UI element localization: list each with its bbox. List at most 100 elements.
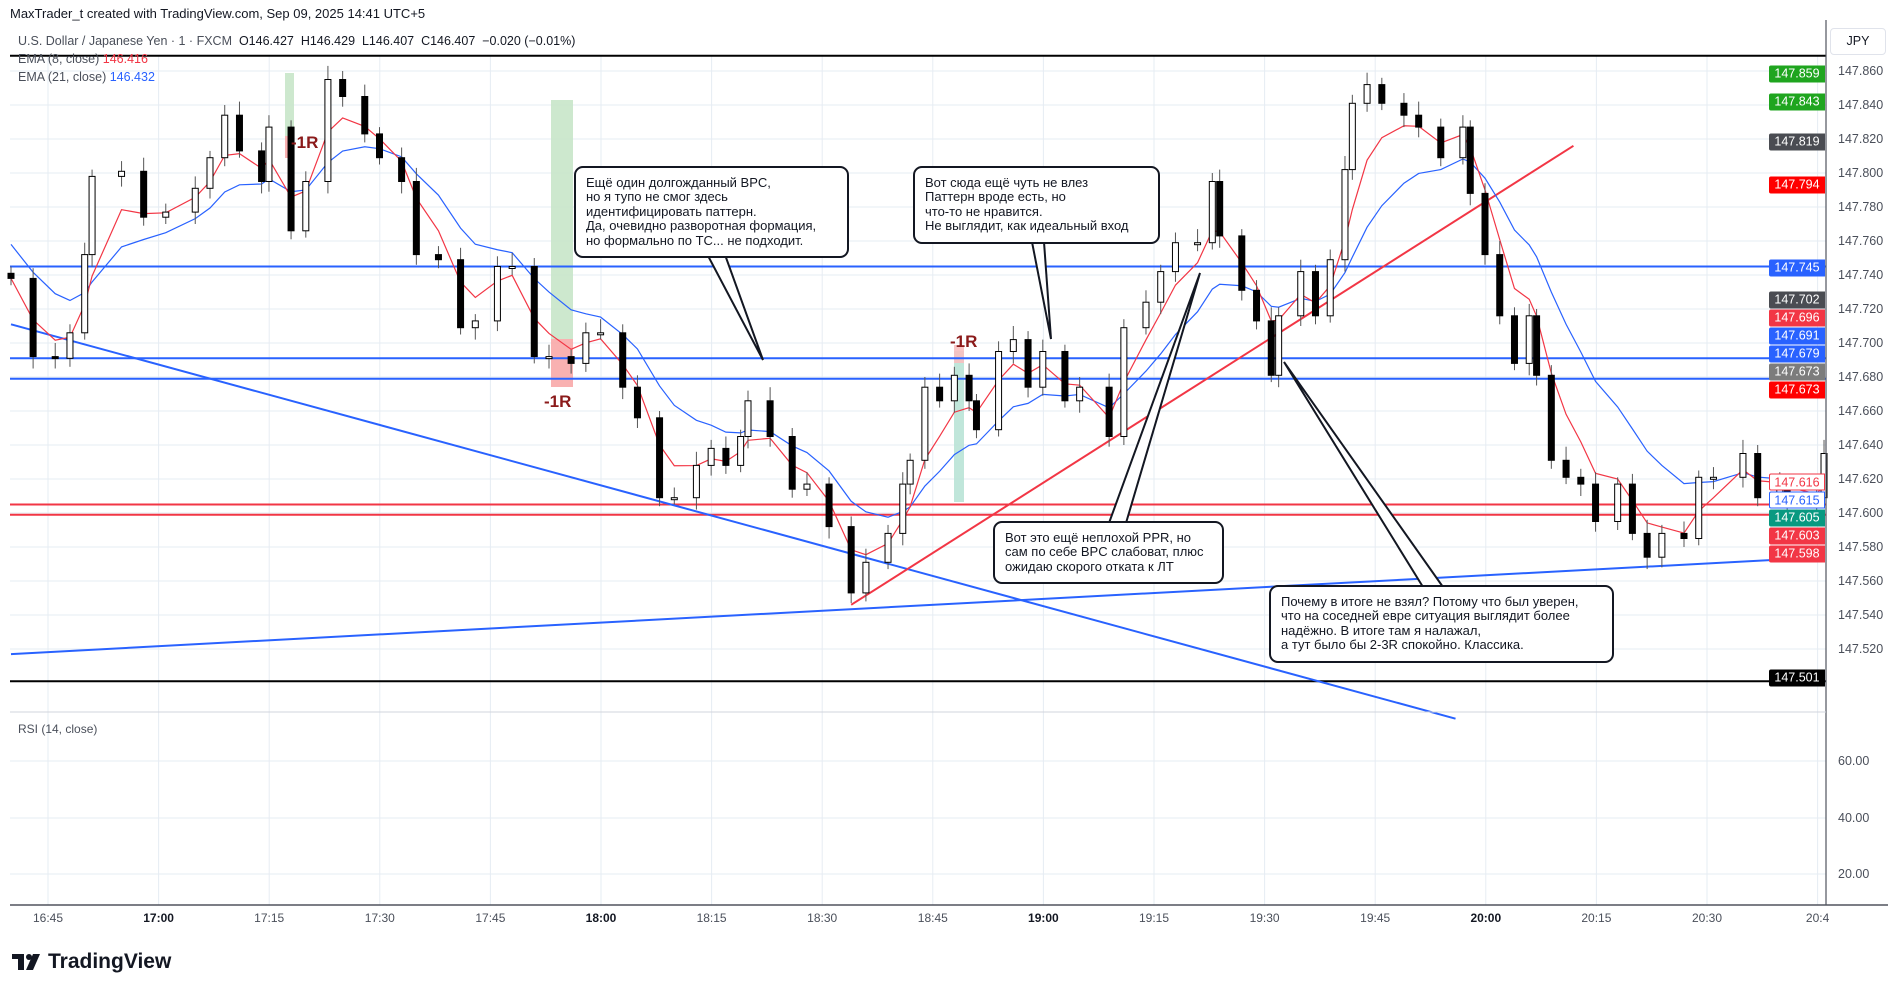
candle-up: [950, 374, 958, 402]
time-tick-label: 19:45: [1360, 911, 1391, 925]
candle-down: [825, 483, 833, 528]
ema8-line: [10, 117, 1825, 556]
price-tick-label: 147.820: [1838, 132, 1884, 146]
candle-up: [324, 79, 332, 182]
ohlc-low: L146.407: [361, 34, 415, 48]
position-zone: [954, 345, 964, 363]
candle-up: [899, 483, 907, 534]
price-tick-label: 147.540: [1838, 608, 1884, 622]
candle-down: [412, 181, 420, 256]
candle-down: [965, 374, 973, 402]
candle-up: [1157, 271, 1165, 303]
candle-up: [1348, 102, 1356, 171]
callout-tail: [704, 251, 764, 361]
candle-down: [972, 400, 980, 431]
candle-up: [1341, 169, 1349, 261]
candle-down: [1437, 126, 1445, 159]
price-badge: 147.603: [1769, 527, 1825, 545]
candle-up: [302, 181, 310, 232]
ohlc-change: −0.020 (−0.01%): [482, 34, 576, 48]
time-tick-label: 19:15: [1138, 911, 1170, 925]
price-badge: 147.819: [1769, 133, 1825, 151]
trend-line-blue: [10, 323, 1456, 720]
price-tick-label: 147.800: [1838, 166, 1884, 180]
candle-down: [1496, 254, 1504, 317]
price-badge: 147.794: [1769, 176, 1825, 194]
candle-up: [1363, 84, 1371, 104]
candle-up: [265, 126, 273, 182]
candle-up: [1525, 315, 1533, 364]
candle-down: [619, 332, 627, 388]
candle-up: [906, 459, 914, 485]
ema-lines: [10, 117, 1825, 556]
rsi-tick-label: 20.00: [1838, 867, 1870, 881]
ema8-label: EMA (8, close): [18, 52, 100, 66]
rsi-legend[interactable]: RSI (14, close): [18, 722, 98, 736]
ohlc-open: O146.427: [238, 34, 294, 48]
candle-up: [737, 436, 745, 466]
price-tick-label: 147.720: [1838, 302, 1884, 316]
callout-note[interactable]: Вот это ещё неплохой PPR, но сам по себе…: [993, 521, 1224, 585]
ema21-legend[interactable]: EMA (21, close) 146.432: [18, 70, 155, 84]
time-tick-label: 18:15: [696, 911, 727, 925]
candle-down: [1061, 351, 1069, 402]
time-tick-label: 17:30: [364, 911, 395, 925]
candle-down: [788, 436, 796, 490]
grid-lines: [10, 56, 1826, 905]
candle-down: [457, 259, 465, 329]
time-tick-label: 20:15: [1581, 911, 1612, 925]
candle-down: [567, 356, 575, 364]
price-tick-label: 147.520: [1838, 642, 1884, 656]
candle-up: [1326, 259, 1334, 317]
currency-button[interactable]: JPY: [1830, 28, 1886, 55]
price-tick-label: 147.780: [1838, 200, 1884, 214]
candle-up: [191, 187, 199, 213]
candle-down: [258, 150, 266, 182]
candle-down: [936, 386, 944, 402]
price-badge: 147.859: [1769, 65, 1825, 83]
ohlc-high: H146.429: [300, 34, 356, 48]
tradingview-logo[interactable]: TradingView: [12, 950, 171, 974]
candle-up: [1120, 327, 1128, 438]
time-tick-label: 18:45: [917, 911, 948, 925]
candle-up: [66, 332, 74, 359]
candle-down: [1547, 374, 1555, 461]
candle-down: [140, 170, 148, 218]
price-badge: 147.843: [1769, 93, 1825, 111]
callout-tail: [1283, 361, 1445, 588]
callout-note[interactable]: Почему в итоге не взял? Потому что был у…: [1269, 585, 1614, 663]
ema8-legend[interactable]: EMA (8, close) 146.416: [18, 52, 148, 66]
price-badge: 147.605: [1769, 509, 1825, 527]
risk-label: -1R: [291, 133, 319, 152]
ema21-line: [10, 146, 1825, 518]
price-badge: 147.673: [1769, 363, 1825, 381]
candle-up: [1658, 532, 1666, 558]
horizontal-levels: [10, 54, 1826, 683]
price-tick-label: 147.580: [1838, 540, 1884, 554]
candle-down: [1680, 532, 1688, 540]
time-tick-label: 17:45: [475, 911, 506, 925]
candle-down: [1643, 532, 1651, 558]
candle-down: [7, 272, 15, 279]
price-badge: 147.673: [1769, 381, 1825, 399]
candle-up: [1739, 453, 1747, 478]
candle-up: [1208, 181, 1216, 244]
candle-up: [545, 356, 553, 360]
price-tick-label: 147.700: [1838, 336, 1884, 350]
candle-up: [206, 157, 214, 189]
candle-down: [722, 447, 730, 466]
price-tick-label: 147.860: [1838, 64, 1884, 78]
candle-up: [508, 266, 516, 269]
candle-up: [1297, 271, 1305, 317]
candle-down: [361, 96, 369, 135]
risk-label: -1R: [950, 332, 978, 351]
candle-up: [921, 386, 929, 461]
price-badge: 147.598: [1769, 545, 1825, 563]
callout-note[interactable]: Вот сюда ещё чуть не влез Паттерн вроде …: [913, 166, 1160, 244]
rsi-tick-label: 60.00: [1838, 754, 1870, 768]
position-zone: [954, 351, 964, 502]
callout-note[interactable]: Ещё один долгожданный BPC, но я тупо не …: [574, 166, 849, 259]
candle-down: [1216, 181, 1224, 237]
candle-down: [1378, 84, 1386, 104]
